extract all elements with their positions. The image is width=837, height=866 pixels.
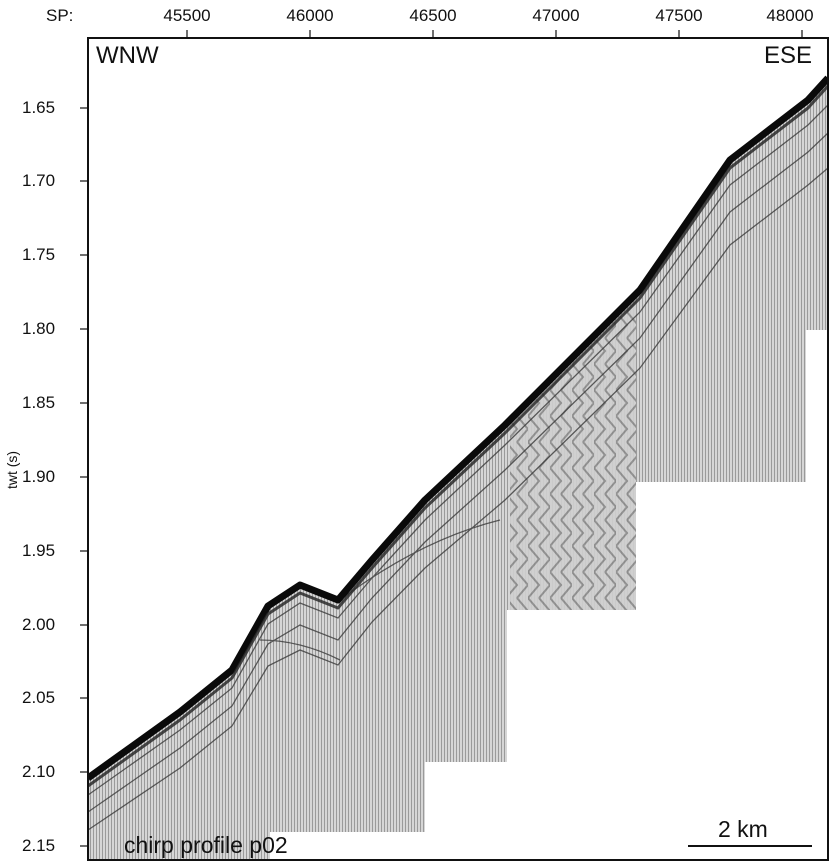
scale-bar-label: 2 km — [718, 816, 768, 842]
sp-tick-label: 45500 — [163, 6, 211, 25]
internal-reflectors — [88, 104, 828, 831]
y-tick-label: 1.95 — [22, 541, 56, 560]
sp-tick-label: 46500 — [409, 6, 457, 25]
y-tick-label: 2.05 — [22, 688, 56, 707]
y-tick-label: 1.80 — [22, 319, 56, 338]
y-tick-label: 2.00 — [22, 615, 56, 634]
plot-frame — [87, 37, 829, 861]
sp-tick-label: 47000 — [532, 6, 580, 25]
sp-axis-label: SP: — [46, 6, 74, 25]
seafloor-reflector — [88, 75, 828, 781]
direction-label-west: WNW — [96, 42, 159, 69]
chevron-reflections — [510, 300, 636, 610]
top-ticks — [186, 30, 803, 38]
y-tick-label: 1.70 — [22, 171, 56, 190]
y-tick-label: 1.75 — [22, 245, 56, 264]
y-tick-label: 2.10 — [22, 762, 56, 781]
y-tick-label: 2.15 — [22, 836, 56, 855]
y-tick-label: 1.90 — [22, 467, 56, 486]
direction-label-east: ESE — [764, 42, 813, 69]
y-axis-title: twt (s) — [4, 450, 20, 490]
y-tick-label: 1.65 — [22, 98, 56, 117]
left-ticks — [80, 107, 88, 847]
sediment-body — [88, 78, 828, 860]
sp-tick-label: 46000 — [286, 6, 334, 25]
sp-tick-label: 48000 — [766, 6, 814, 25]
sp-tick-label: 47500 — [655, 6, 703, 25]
profile-label: chirp profile p02 — [124, 832, 288, 858]
y-tick-label: 1.85 — [22, 393, 56, 412]
